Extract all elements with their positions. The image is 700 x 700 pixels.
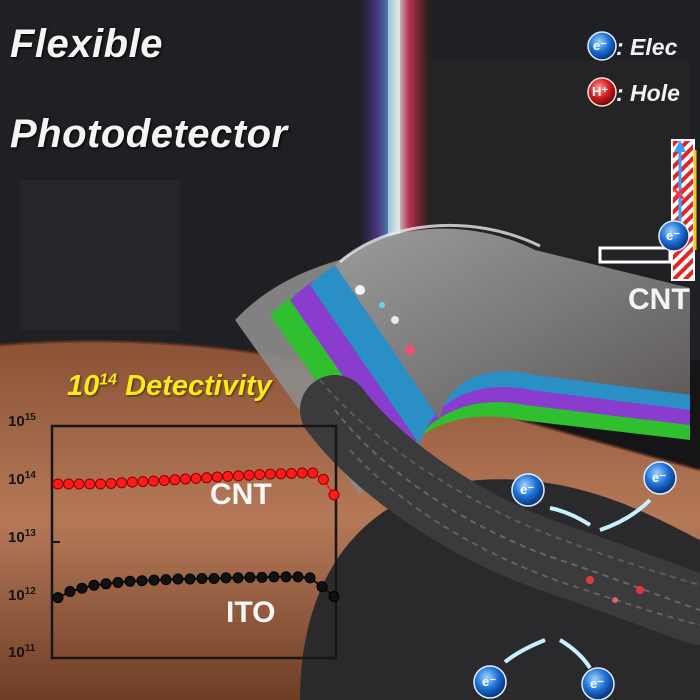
data-point-ito xyxy=(304,572,316,584)
data-point-ito xyxy=(292,571,304,583)
series-label-cnt: CNT xyxy=(210,478,272,511)
series-line-ito xyxy=(57,575,335,599)
data-point-ito xyxy=(172,573,184,585)
electron-badge: e⁻ xyxy=(482,674,497,689)
figure-title-line-2: Photodetector xyxy=(10,112,288,156)
data-point-ito xyxy=(148,574,160,586)
data-point-cnt xyxy=(73,478,85,490)
chart-title: 1014 Detectivity xyxy=(67,370,272,403)
legend-hole-label: : Hole xyxy=(616,80,680,106)
figure-title-line-1: Flexible xyxy=(10,22,163,66)
data-point-cnt xyxy=(137,476,149,488)
y-tick-label: 1014 xyxy=(8,470,36,488)
data-point-cnt xyxy=(158,475,170,486)
chart-title-exp: 14 xyxy=(99,371,118,389)
data-point-cnt xyxy=(190,472,202,484)
data-point-ito xyxy=(88,579,100,591)
data-point-ito xyxy=(112,577,124,588)
data-point-cnt xyxy=(254,469,266,481)
chart-title-base: 10 xyxy=(67,370,100,402)
series-label-ito: ITO xyxy=(226,596,276,629)
data-point-ito xyxy=(220,572,232,584)
data-point-ito xyxy=(124,575,136,587)
data-point-ito xyxy=(160,574,172,586)
data-point-cnt xyxy=(84,478,96,490)
electron-badge: e⁻ xyxy=(666,228,681,243)
data-point-ito xyxy=(316,581,328,593)
data-point-cnt xyxy=(296,467,308,479)
y-tick-label: 1012 xyxy=(8,586,36,604)
data-point-cnt xyxy=(317,473,329,485)
data-point-cnt xyxy=(179,473,191,485)
data-point-cnt xyxy=(307,467,319,479)
data-point-cnt xyxy=(201,472,213,484)
legend-electron-symbol: e⁻ xyxy=(593,38,608,53)
electron-badge: e⁻ xyxy=(520,482,535,497)
electron-badge: e⁻ xyxy=(590,676,605,691)
electron-badge: e⁻ xyxy=(652,470,667,485)
data-point-cnt xyxy=(169,474,181,486)
data-point-cnt xyxy=(328,489,340,501)
data-point-cnt xyxy=(243,469,255,481)
data-point-cnt xyxy=(264,468,276,480)
data-point-ito xyxy=(76,582,88,594)
data-point-ito xyxy=(328,591,340,602)
y-tick-label: 1011 xyxy=(8,643,36,661)
data-point-ito xyxy=(184,573,196,585)
chart-marks xyxy=(52,467,340,604)
data-point-cnt xyxy=(275,468,287,480)
data-point-ito xyxy=(208,573,220,584)
data-point-cnt xyxy=(286,468,297,479)
svg-text:×: × xyxy=(670,181,687,205)
data-point-ito xyxy=(268,571,280,583)
chart-frame xyxy=(50,424,338,660)
legend-electron-label: : Elec xyxy=(616,34,678,60)
data-point-cnt xyxy=(63,478,75,490)
data-point-ito xyxy=(280,571,292,583)
legend-hole-symbol: H⁺ xyxy=(592,84,609,99)
data-point-cnt xyxy=(233,470,244,482)
data-point-ito xyxy=(100,578,112,590)
y-tick-label: 1015 xyxy=(8,412,36,430)
data-point-ito xyxy=(52,592,64,604)
data-point-ito xyxy=(136,575,148,587)
data-point-cnt xyxy=(148,475,159,487)
data-point-cnt xyxy=(95,478,106,490)
data-point-ito xyxy=(64,586,76,597)
data-point-cnt xyxy=(222,470,234,482)
y-tick-label: 1013 xyxy=(8,528,36,546)
chart-title-rest: Detectivity xyxy=(117,370,272,402)
data-point-ito xyxy=(256,571,268,583)
data-point-cnt xyxy=(52,478,64,490)
data-point-ito xyxy=(244,571,256,583)
device-label: CNT xyxy=(628,283,690,316)
data-point-cnt xyxy=(211,471,223,483)
data-point-cnt xyxy=(105,478,117,489)
data-point-cnt xyxy=(116,477,128,489)
data-point-cnt xyxy=(126,476,138,488)
data-point-ito xyxy=(232,572,244,584)
data-point-ito xyxy=(196,573,208,584)
